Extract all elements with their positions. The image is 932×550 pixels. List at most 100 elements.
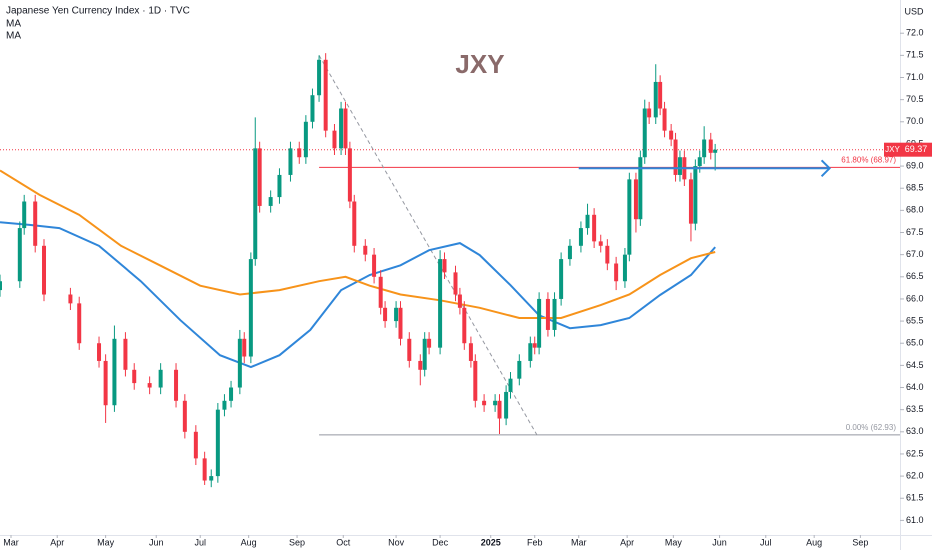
symbol-tag-label: JXY	[885, 145, 900, 154]
candle-body	[363, 245, 368, 255]
candle-body	[693, 166, 698, 224]
candle-body	[457, 294, 462, 308]
x-tick-label: Jul	[760, 537, 772, 547]
candle-body	[257, 148, 262, 206]
candle-body	[268, 197, 273, 206]
x-tick-label: Oct	[336, 537, 351, 547]
candle-body	[427, 338, 432, 348]
candle-body	[303, 121, 308, 158]
y-tick-label: 71.0	[906, 72, 924, 82]
candle-body	[372, 254, 377, 277]
candle-body	[662, 108, 667, 131]
candle-body	[567, 245, 572, 260]
candle-body	[605, 245, 610, 264]
x-tick-label: Sep	[289, 537, 305, 547]
last-price-label: 69.37	[905, 144, 928, 154]
y-tick-label: 63.5	[906, 404, 924, 414]
candle-body	[394, 307, 399, 322]
candle-body	[383, 307, 388, 322]
x-tick-label: Apr	[620, 537, 634, 547]
x-tick-label: Mar	[3, 537, 19, 547]
candle-body	[277, 174, 282, 198]
x-tick-label: Aug	[241, 537, 257, 547]
last-price-tag	[901, 142, 932, 157]
fib-label: 0.00% (62.93)	[846, 423, 897, 432]
candle-body	[248, 259, 253, 357]
y-tick-label: 61.5	[906, 493, 924, 503]
candle-body	[407, 338, 412, 361]
candle-body	[343, 108, 348, 149]
candle-body	[638, 157, 643, 220]
y-tick-label: 65.5	[906, 315, 924, 325]
y-tick-label: 66.0	[906, 293, 924, 303]
candle-body	[97, 343, 102, 361]
header: Japanese Yen Currency Index · 1D · TVC	[6, 6, 190, 17]
candle-body	[68, 294, 73, 304]
candle-body	[202, 458, 207, 481]
currency-label: USD	[904, 6, 924, 16]
candle-body	[697, 157, 702, 167]
candle-body	[158, 369, 163, 388]
candle-body	[552, 298, 557, 330]
candle-body	[462, 307, 467, 344]
x-tick-label: Aug	[806, 537, 822, 547]
y-tick-label: 62.0	[906, 470, 924, 480]
candle-body	[468, 343, 473, 361]
y-tick-label: 64.5	[906, 360, 924, 370]
candle-body	[347, 148, 352, 202]
x-tick-label: May	[97, 537, 115, 547]
x-tick-label: May	[665, 537, 683, 547]
x-tick-label: Mar	[571, 537, 587, 547]
x-tick-label: Nov	[388, 537, 405, 547]
legend-entry: MA	[6, 19, 21, 30]
candle-body	[508, 378, 513, 392]
y-tick-label: 63.0	[906, 426, 924, 436]
candle-body	[453, 272, 458, 295]
y-tick-label: 61.0	[906, 515, 924, 525]
candle-body	[147, 383, 152, 388]
candle-body	[627, 179, 632, 255]
y-tick-label: 67.5	[906, 227, 924, 237]
x-tick-label: Jun	[149, 537, 164, 547]
candle-body	[422, 338, 427, 370]
symbol-tag	[884, 142, 901, 157]
candle-body	[418, 360, 423, 370]
candle-body	[332, 130, 337, 149]
chart-title: JXY	[455, 49, 504, 79]
candle-body	[702, 139, 707, 158]
candle-body	[614, 263, 619, 282]
x-tick-label: 2025	[481, 537, 501, 547]
candle-body	[174, 369, 179, 401]
candle-body	[653, 81, 658, 118]
candle-body	[482, 400, 487, 406]
y-tick-label: 70.0	[906, 116, 924, 126]
candle-body	[708, 139, 713, 153]
candle-body	[378, 276, 383, 308]
candle-body	[77, 303, 82, 344]
y-tick-label: 64.0	[906, 382, 924, 392]
candle-body	[132, 369, 137, 384]
candle-body	[504, 391, 509, 419]
candle-body	[677, 157, 682, 175]
candle-body	[209, 476, 214, 481]
candle-body	[112, 338, 117, 406]
candle-body	[658, 81, 663, 109]
candle-body	[103, 360, 108, 406]
x-tick-label: Apr	[50, 537, 64, 547]
candle-body	[242, 338, 247, 357]
candle-body	[288, 148, 293, 175]
moving-average	[0, 221, 716, 369]
candle-body	[297, 148, 302, 158]
candle-body	[473, 360, 478, 401]
candle-body	[622, 254, 627, 282]
candle-body	[0, 281, 2, 291]
candle-body	[237, 338, 242, 388]
candle-body	[229, 387, 234, 401]
candle-body	[398, 307, 403, 339]
candle-body	[33, 201, 38, 246]
candle-body	[22, 201, 27, 229]
y-tick-label: 68.5	[906, 183, 924, 193]
y-tick-label: 68.0	[906, 205, 924, 215]
candle-body	[673, 139, 678, 175]
x-tick-label: Sep	[852, 537, 868, 547]
